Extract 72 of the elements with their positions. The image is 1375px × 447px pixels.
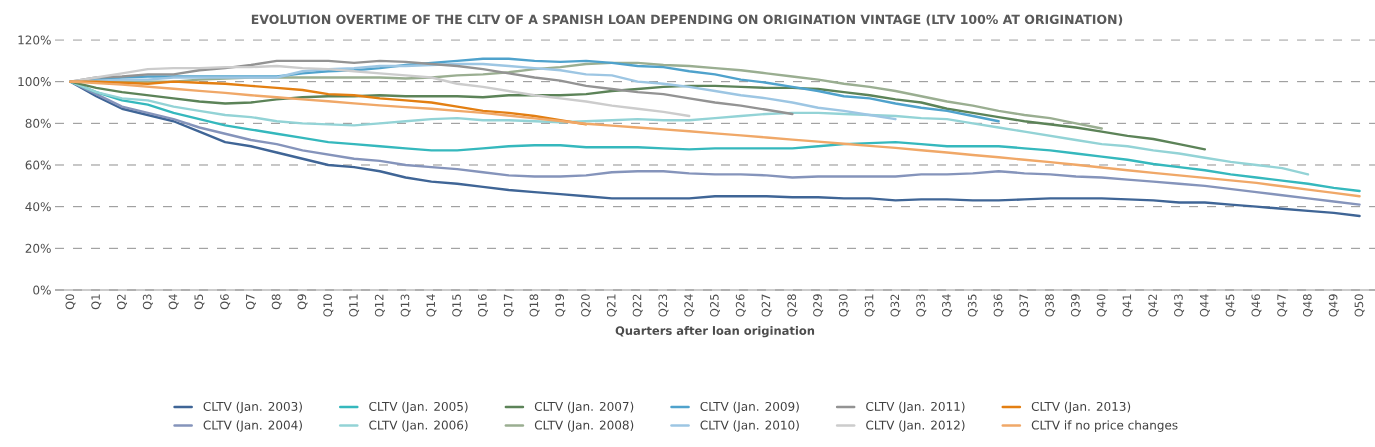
x-tick-label: Q11 — [349, 294, 360, 317]
y-tick-label: 60% — [25, 160, 51, 170]
x-tick-label: Q24 — [684, 294, 695, 317]
x-tick-label: Q47 — [1277, 294, 1288, 317]
x-tick-label: Q20 — [581, 294, 592, 317]
x-tick-label: Q0 — [65, 294, 76, 310]
x-tick-label: Q22 — [632, 294, 643, 317]
y-tick-label: 20% — [25, 243, 51, 253]
y-tick-label: 80% — [25, 118, 51, 128]
x-tick-label: Q44 — [1199, 294, 1210, 317]
x-tick-label: Q23 — [658, 294, 669, 317]
x-tick-label: Q41 — [1122, 294, 1133, 317]
y-tick-label: 40% — [25, 202, 51, 212]
legend-label: CLTV (Jan. 2005) — [369, 401, 468, 414]
x-tick-label: Q29 — [813, 294, 824, 317]
x-tick-label: Q50 — [1354, 294, 1365, 317]
legend-label: CLTV (Jan. 2008) — [534, 420, 634, 432]
x-tick-label: Q2 — [117, 294, 128, 310]
legend-label: CLTV (Jan. 2011) — [866, 401, 965, 414]
x-tick-label: Q37 — [1019, 294, 1030, 317]
x-tick-label: Q5 — [194, 294, 205, 310]
x-tick-label: Q40 — [1096, 294, 1107, 317]
x-tick-label: Q25 — [710, 294, 721, 317]
x-tick-label: Q28 — [787, 294, 798, 317]
x-tick-label: Q26 — [735, 294, 746, 317]
legend-label: CLTV (Jan. 2003) — [203, 401, 302, 414]
x-tick-label: Q34 — [942, 294, 953, 317]
x-tick-label: Q3 — [142, 294, 153, 310]
x-tick-label: Q43 — [1174, 294, 1185, 317]
x-tick-label: Q13 — [400, 294, 411, 317]
x-tick-label: Q35 — [967, 294, 978, 317]
legend-label: CLTV (Jan. 2006) — [369, 420, 468, 432]
x-tick-label: Q45 — [1225, 294, 1236, 317]
y-tick-label: 100% — [18, 77, 51, 87]
legend-label: CLTV (Jan. 2007) — [534, 401, 634, 414]
x-tick-label: Q6 — [220, 294, 231, 310]
x-tick-label: Q48 — [1302, 294, 1313, 317]
x-tick-label: Q7 — [245, 294, 256, 310]
x-tick-label: Q21 — [606, 294, 617, 317]
x-tick-label: Q49 — [1328, 294, 1339, 317]
legend-label: CLTV (Jan. 2004) — [203, 420, 302, 432]
x-tick-label: Q30 — [838, 294, 849, 317]
x-tick-label: Q31 — [864, 294, 875, 317]
x-tick-label: Q12 — [374, 294, 385, 317]
x-tick-label: Q38 — [1045, 294, 1056, 317]
x-tick-label: Q36 — [993, 294, 1004, 317]
x-tick-label: Q18 — [529, 294, 540, 317]
x-tick-label: Q10 — [323, 294, 334, 317]
x-tick-label: Q8 — [271, 294, 282, 310]
x-tick-label: Q42 — [1148, 294, 1159, 317]
x-tick-label: Q4 — [168, 294, 179, 310]
chart-title: EVOLUTION OVERTIME OF THE CLTV OF A SPANISH LOAN DEPENDING ON ORIGINATION VINTAGE (LTV 100% AT ORIGINATION) — [251, 14, 1123, 26]
x-tick-label: Q46 — [1251, 294, 1262, 317]
legend-label: CLTV (Jan. 2013) — [1031, 401, 1131, 414]
legend-label: CLTV (Jan. 2012) — [866, 420, 965, 432]
x-tick-label: Q14 — [426, 294, 437, 317]
legend-label: CLTV if no price changes — [1031, 420, 1178, 432]
y-tick-label: 0% — [33, 285, 51, 295]
x-tick-label: Q33 — [916, 294, 927, 317]
y-tick-label: 120% — [18, 35, 51, 45]
x-axis-title: Quarters after loan origination — [615, 326, 815, 338]
x-tick-label: Q1 — [91, 294, 102, 310]
x-tick-label: Q15 — [452, 294, 463, 317]
legend-label: CLTV (Jan. 2010) — [700, 420, 799, 432]
x-tick-label: Q17 — [503, 294, 514, 317]
x-tick-label: Q9 — [297, 294, 308, 310]
x-tick-label: Q32 — [890, 294, 901, 317]
x-tick-label: Q27 — [761, 294, 772, 317]
legend-label: CLTV (Jan. 2009) — [700, 401, 799, 414]
x-tick-label: Q39 — [1070, 294, 1081, 317]
x-tick-label: Q19 — [555, 294, 566, 317]
x-tick-label: Q16 — [477, 294, 488, 317]
